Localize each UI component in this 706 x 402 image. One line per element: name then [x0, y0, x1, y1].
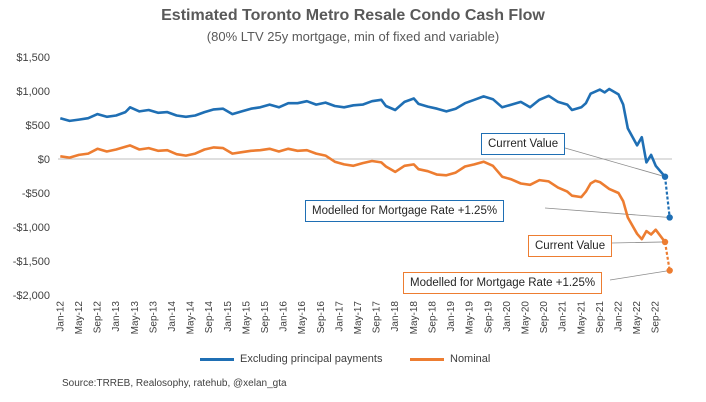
x-tick-label: May-16 [297, 301, 308, 335]
y-tick-label: -$500 [22, 188, 50, 200]
x-tick-label: May-18 [409, 301, 420, 335]
series-line-excluding-principal [59, 87, 666, 178]
x-tick-label: Sep-22 [651, 301, 662, 334]
annotation-blue-current-value: Current Value [481, 133, 566, 155]
x-tick-label: Jan-12 [55, 301, 66, 332]
y-tick-label: $1,000 [16, 86, 50, 98]
x-tick-label: Jan-13 [111, 301, 122, 332]
x-tick-label: May-15 [241, 301, 252, 335]
annotation-blue-modelled: Modelled for Mortgage Rate +1.25% [305, 200, 505, 222]
x-tick-label: Jan-14 [167, 301, 178, 332]
y-tick-label: -$2,000 [13, 290, 50, 302]
y-tick-label: $500 [26, 120, 50, 132]
annotation-orange-current-value: Current Value [528, 235, 613, 257]
x-tick-label: May-21 [576, 301, 587, 335]
x-tick-label: Sep-18 [427, 301, 438, 334]
y-tick-label: $1,500 [16, 52, 50, 64]
chart-subtitle: (80% LTV 25y mortgage, min of fixed and … [206, 29, 500, 44]
legend-label-orange: Nominal [450, 353, 491, 365]
x-tick-label: Sep-13 [148, 301, 159, 334]
x-tick-label: Sep-20 [539, 301, 550, 334]
x-tick-label: Sep-15 [260, 301, 271, 334]
modelled-value-marker [666, 267, 673, 274]
projection-line [663, 241, 671, 271]
legend-label-blue: Excluding principal payments [240, 353, 383, 365]
chart-title: Estimated Toronto Metro Resale Condo Cas… [161, 7, 545, 24]
projection-line [663, 176, 671, 218]
legend-swatch-orange [410, 357, 444, 361]
y-tick-label: $0 [38, 154, 50, 166]
x-tick-label: Sep-21 [595, 301, 606, 334]
x-tick-label: May-22 [632, 301, 643, 335]
x-tick-label: Jan-22 [614, 301, 625, 332]
x-tick-label: May-17 [353, 301, 364, 335]
chart-source: Source:TRREB, Realosophy, ratehub, @xela… [62, 378, 287, 389]
x-tick-label: May-19 [465, 301, 476, 335]
annotation-leader-line [609, 270, 670, 281]
x-tick-label: Sep-12 [93, 301, 104, 334]
series-line-nominal [60, 144, 667, 243]
annotation-leader-line [544, 207, 670, 218]
annotation-leader-line [611, 241, 666, 244]
annotation-leader-line [564, 147, 666, 178]
x-tick-label: Jan-16 [279, 301, 290, 332]
x-tick-label: Sep-14 [204, 301, 215, 334]
x-tick-label: Jan-21 [558, 301, 569, 332]
x-tick-label: May-13 [130, 301, 141, 335]
legend-item-orange: Nominal [410, 353, 490, 365]
x-tick-label: May-12 [74, 301, 85, 335]
y-tick-label: -$1,500 [13, 256, 50, 268]
legend-swatch-blue [200, 357, 234, 361]
x-tick-label: Jan-19 [446, 301, 457, 332]
current-value-marker [661, 238, 669, 246]
x-tick-label: May-14 [186, 301, 197, 335]
legend-item-blue: Excluding principal payments [200, 353, 382, 365]
x-tick-label: Jan-15 [223, 301, 234, 332]
x-tick-label: Jan-17 [334, 301, 345, 332]
x-tick-label: Sep-19 [483, 301, 494, 334]
x-tick-label: May-20 [520, 301, 531, 335]
current-value-marker [661, 173, 669, 180]
modelled-value-marker [666, 214, 673, 221]
x-tick-label: Sep-16 [316, 301, 327, 334]
x-tick-label: Sep-17 [372, 301, 383, 334]
x-tick-label: Jan-18 [390, 301, 401, 332]
x-tick-label: Jan-20 [502, 301, 513, 332]
annotation-orange-modelled: Modelled for Mortgage Rate +1.25% [403, 272, 603, 294]
y-tick-label: -$1,000 [13, 222, 50, 234]
